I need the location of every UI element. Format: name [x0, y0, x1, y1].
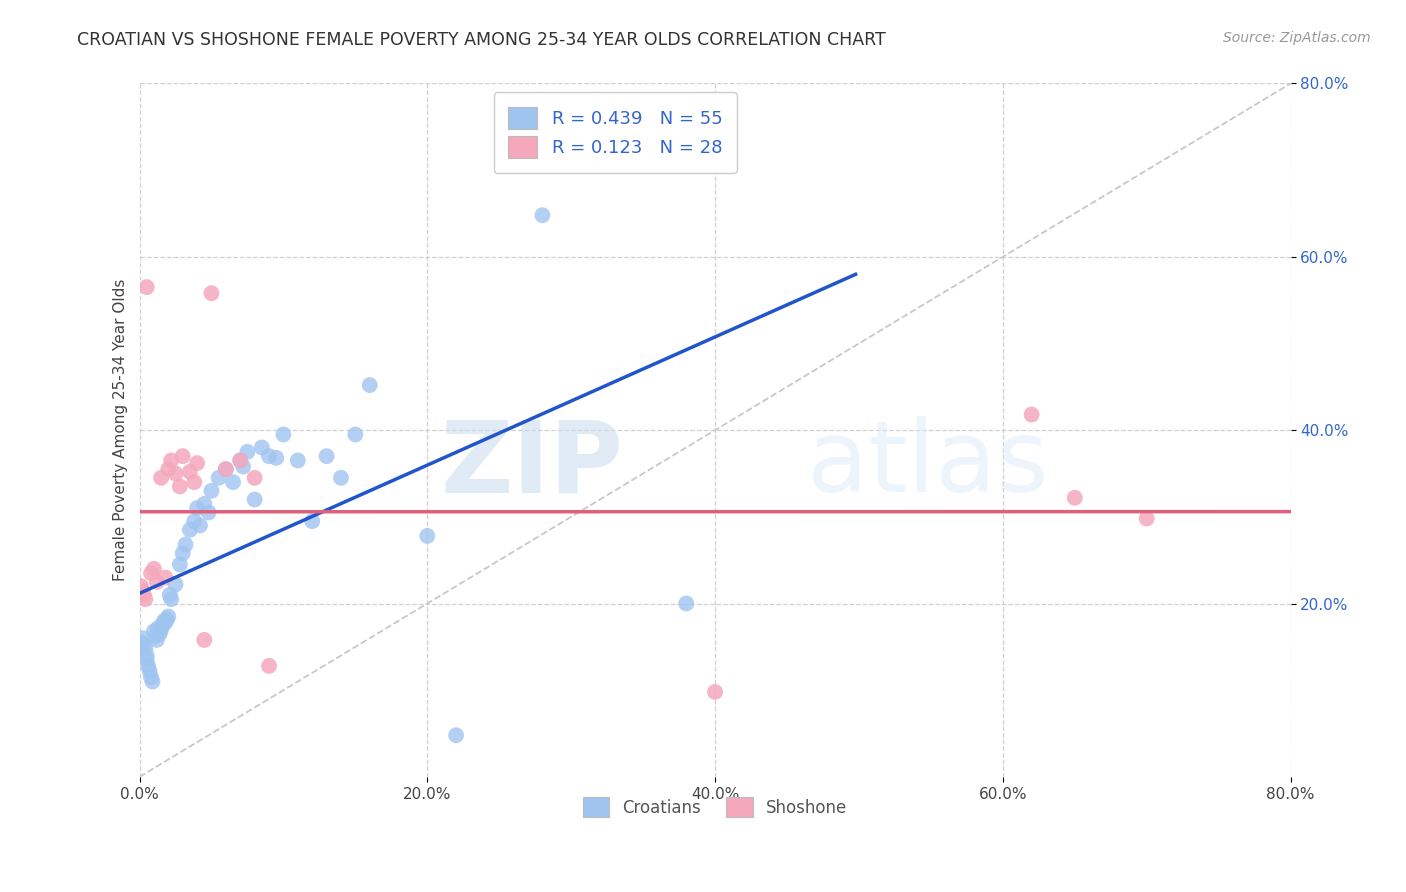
Point	[179, 465, 201, 479]
Point	[134, 641, 156, 656]
Point	[139, 566, 162, 581]
Point	[229, 453, 252, 467]
Point	[232, 459, 254, 474]
Point	[200, 286, 222, 301]
Point	[156, 612, 179, 626]
Point	[138, 664, 160, 678]
Point	[136, 659, 159, 673]
Point	[139, 670, 162, 684]
Point	[273, 427, 295, 442]
Point	[165, 577, 187, 591]
Text: CROATIAN VS SHOSHONE FEMALE POVERTY AMONG 25-34 YEAR OLDS CORRELATION CHART: CROATIAN VS SHOSHONE FEMALE POVERTY AMON…	[77, 31, 886, 49]
Point	[160, 453, 183, 467]
Point	[186, 456, 208, 470]
Point	[148, 621, 170, 635]
Point	[243, 471, 266, 485]
Point	[416, 529, 439, 543]
Point	[531, 208, 554, 222]
Point	[150, 471, 173, 485]
Point	[169, 479, 191, 493]
Point	[704, 685, 727, 699]
Point	[135, 653, 157, 667]
Point	[287, 453, 309, 467]
Text: atlas: atlas	[807, 417, 1049, 513]
Point	[131, 583, 153, 598]
Point	[155, 615, 177, 630]
Point	[1021, 408, 1043, 422]
Point	[135, 648, 157, 663]
Point	[229, 453, 252, 467]
Point	[129, 579, 152, 593]
Point	[222, 475, 245, 490]
Point	[132, 588, 155, 602]
Point	[301, 514, 323, 528]
Point	[179, 523, 201, 537]
Point	[257, 659, 280, 673]
Point	[315, 449, 337, 463]
Point	[134, 592, 156, 607]
Point	[155, 570, 177, 584]
Point	[159, 588, 181, 602]
Point	[264, 450, 287, 465]
Point	[169, 558, 191, 572]
Point	[150, 623, 173, 637]
Legend: Croatians, Shoshone: Croatians, Shoshone	[576, 790, 855, 824]
Point	[197, 506, 219, 520]
Point	[330, 471, 353, 485]
Point	[183, 514, 205, 528]
Point	[157, 462, 180, 476]
Point	[215, 462, 238, 476]
Text: ZIP: ZIP	[440, 417, 623, 513]
Point	[243, 492, 266, 507]
Point	[172, 449, 194, 463]
Point	[142, 624, 165, 639]
Point	[183, 475, 205, 490]
Point	[149, 627, 172, 641]
Point	[165, 467, 187, 481]
Point	[146, 574, 169, 589]
Point	[200, 483, 222, 498]
Point	[160, 592, 183, 607]
Point	[344, 427, 367, 442]
Point	[135, 280, 157, 294]
Point	[193, 497, 215, 511]
Point	[257, 449, 280, 463]
Point	[152, 618, 174, 632]
Point	[1063, 491, 1085, 505]
Point	[146, 632, 169, 647]
Point	[186, 501, 208, 516]
Point	[141, 674, 163, 689]
Point	[250, 441, 273, 455]
Point	[129, 635, 152, 649]
Point	[132, 638, 155, 652]
Point	[675, 597, 697, 611]
Text: Source: ZipAtlas.com: Source: ZipAtlas.com	[1223, 31, 1371, 45]
Point	[143, 630, 166, 644]
Point	[142, 562, 165, 576]
Point	[193, 632, 215, 647]
Point	[444, 728, 467, 742]
Point	[236, 445, 259, 459]
Point	[157, 609, 180, 624]
Point	[188, 518, 211, 533]
Point	[131, 631, 153, 645]
Point	[172, 546, 194, 560]
Point	[153, 614, 176, 628]
Point	[174, 538, 197, 552]
Point	[1136, 511, 1159, 525]
Point	[215, 462, 238, 476]
Point	[359, 378, 381, 392]
Point	[208, 471, 231, 485]
Y-axis label: Female Poverty Among 25-34 Year Olds: Female Poverty Among 25-34 Year Olds	[114, 279, 128, 582]
